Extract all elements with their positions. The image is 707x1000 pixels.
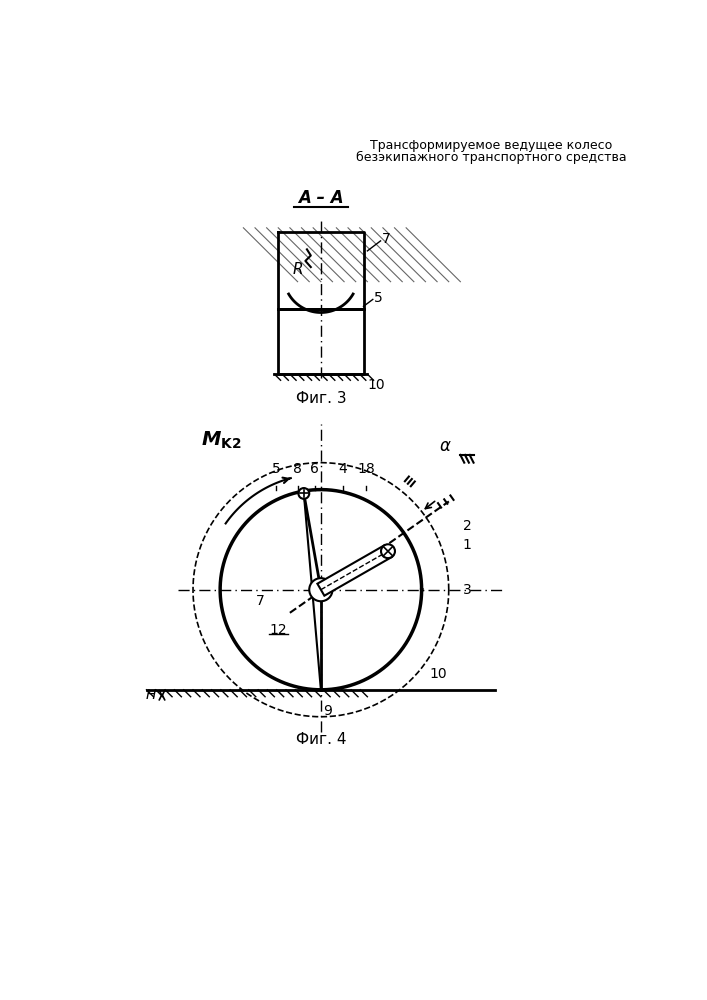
Text: 7: 7 (382, 232, 391, 246)
Text: 7: 7 (256, 594, 265, 608)
Text: 10: 10 (429, 667, 447, 681)
Text: 4: 4 (338, 462, 347, 476)
Circle shape (298, 488, 309, 499)
Circle shape (309, 578, 332, 601)
Text: А – А: А – А (298, 189, 344, 207)
Polygon shape (279, 294, 363, 312)
Text: безэкипажного транспортного средства: безэкипажного транспортного средства (356, 151, 626, 164)
Text: 12: 12 (269, 623, 287, 637)
Text: Трансформируемое ведущее колесо: Трансформируемое ведущее колесо (370, 139, 612, 152)
Text: Фиг. 3: Фиг. 3 (296, 391, 346, 406)
Text: R: R (292, 262, 303, 277)
Text: 2: 2 (462, 519, 472, 533)
Text: 1: 1 (462, 538, 472, 552)
Text: 5: 5 (374, 291, 383, 305)
Text: $\boldsymbol{M}_{\mathbf{K2}}$: $\boldsymbol{M}_{\mathbf{K2}}$ (201, 430, 241, 451)
Circle shape (381, 544, 395, 558)
Text: Фиг. 4: Фиг. 4 (296, 732, 346, 747)
Text: α: α (439, 437, 450, 455)
Text: 3: 3 (462, 583, 472, 597)
Polygon shape (317, 545, 392, 596)
Text: 9: 9 (322, 704, 332, 718)
Text: 18: 18 (357, 462, 375, 476)
Text: 6: 6 (310, 462, 319, 476)
Text: 5: 5 (271, 462, 280, 476)
Text: 10: 10 (368, 378, 385, 392)
Text: H: H (146, 688, 156, 702)
Text: 8: 8 (293, 462, 302, 476)
